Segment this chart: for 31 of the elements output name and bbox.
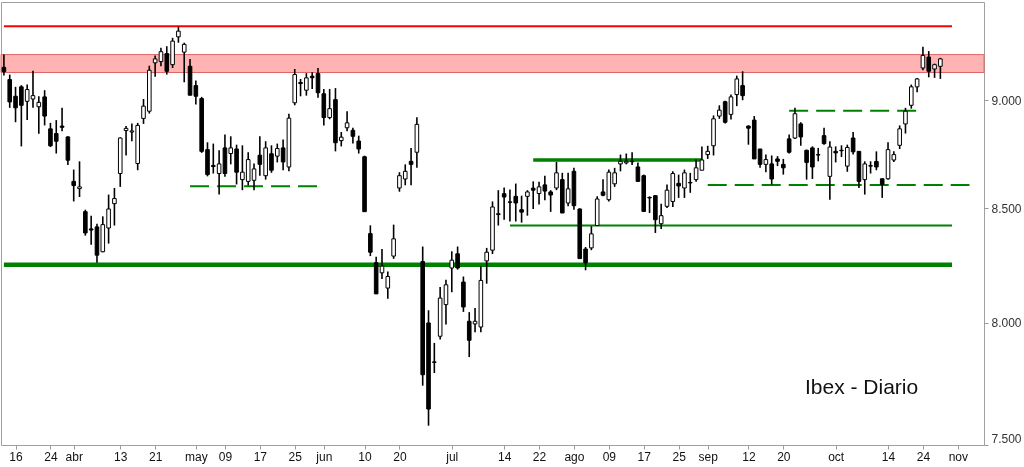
x-tick-label: 12: [742, 449, 756, 464]
x-tick-label: abr: [65, 449, 83, 464]
x-tick-label: 14: [497, 449, 512, 464]
x-tick-label: 24: [916, 449, 931, 464]
y-tick-label: 8.500: [991, 201, 1022, 216]
text: Ibex - Diario: [805, 375, 919, 398]
y-tick-label: 8.000: [991, 316, 1022, 331]
x-tick-label: 09: [218, 449, 233, 464]
x-tick-label: jun: [315, 449, 333, 464]
x-tick-label: 13: [114, 449, 128, 464]
x-tick-label: 25: [672, 449, 687, 464]
x-tick-label: oct: [828, 449, 845, 464]
x-tick-label: 21: [148, 449, 163, 464]
x-tick-label: may: [185, 449, 208, 464]
x-tick-label: 20: [777, 449, 791, 464]
x-tick-label: 17: [637, 449, 652, 464]
x-tick-label: jul: [445, 449, 459, 464]
x-tick-label: 14: [881, 449, 896, 464]
x-tick-label: ago: [564, 449, 585, 464]
x-tick-label: 20: [393, 449, 407, 464]
x-tick-label: 16: [9, 449, 24, 464]
x-tick-label: 10: [358, 449, 373, 464]
x-tick-label: 09: [602, 449, 617, 464]
x-tick-label: 25: [288, 449, 303, 464]
x-tick-label: 24: [44, 449, 58, 464]
x-tick-label: 22: [532, 449, 547, 464]
x-tick-label: 17: [253, 449, 268, 464]
x-tick-label: nov: [948, 449, 969, 464]
y-tick-label: 9.000: [991, 93, 1022, 108]
y-tick-label: 7.500: [991, 431, 1022, 446]
x-tick-label: sep: [698, 449, 719, 464]
